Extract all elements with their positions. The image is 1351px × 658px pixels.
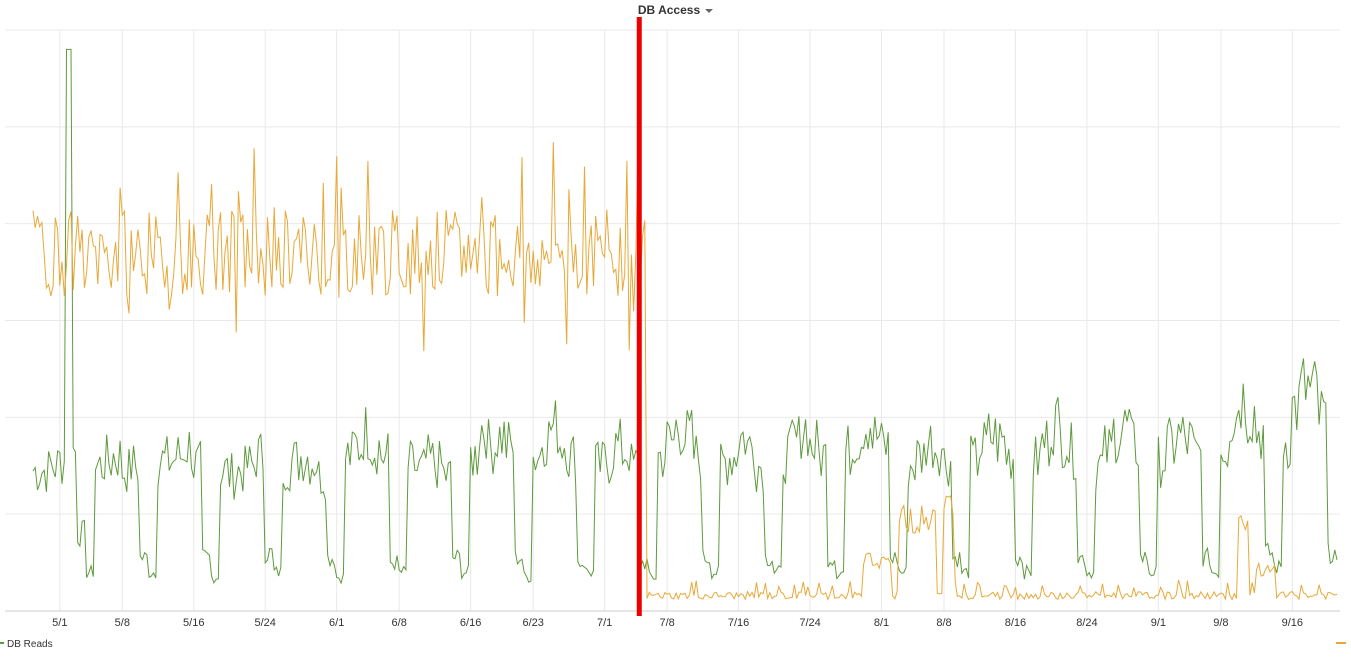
x-tick-label: 7/8 (659, 617, 674, 629)
panel-title-text: DB Access (637, 3, 701, 17)
x-tick-label: 7/24 (799, 617, 820, 629)
x-tick-label: 9/1 (1151, 617, 1166, 629)
x-tick-label: 6/1 (329, 617, 344, 629)
panel-title[interactable]: DB Access (0, 3, 1351, 17)
x-tick-label: 6/16 (460, 617, 481, 629)
x-tick-label: 9/16 (1282, 617, 1303, 629)
x-tick-label: 8/24 (1076, 617, 1097, 629)
x-tick-label: 7/16 (728, 617, 749, 629)
x-tick-label: 6/23 (522, 617, 543, 629)
x-tick-label: 8/1 (874, 617, 889, 629)
series-line-db-reads (32, 48, 1338, 585)
chevron-down-icon[interactable] (705, 8, 714, 13)
x-tick-labels: 5/1 5/8 5/16 5/24 6/1 6/8 6/16 6/23 7/1 7/8 7/16 7/… (52, 617, 1303, 629)
x-tick-label: 8/8 (936, 617, 951, 629)
x-tick-label: 5/24 (255, 617, 276, 629)
legend-label-db-reads: DB Reads (7, 639, 53, 650)
x-tick-label: 7/1 (597, 617, 612, 629)
series-line-second (32, 142, 1338, 602)
x-tick-label: 5/1 (52, 617, 67, 629)
series-group (32, 17, 1338, 616)
x-tick-label: 9/8 (1213, 617, 1228, 629)
x-tick-label: 5/8 (115, 617, 130, 629)
x-tick-label: 8/16 (1005, 617, 1026, 629)
x-tick-label: 6/8 (392, 617, 407, 629)
x-tick-label: 5/16 (183, 617, 204, 629)
legend: DB Reads (0, 639, 1346, 650)
